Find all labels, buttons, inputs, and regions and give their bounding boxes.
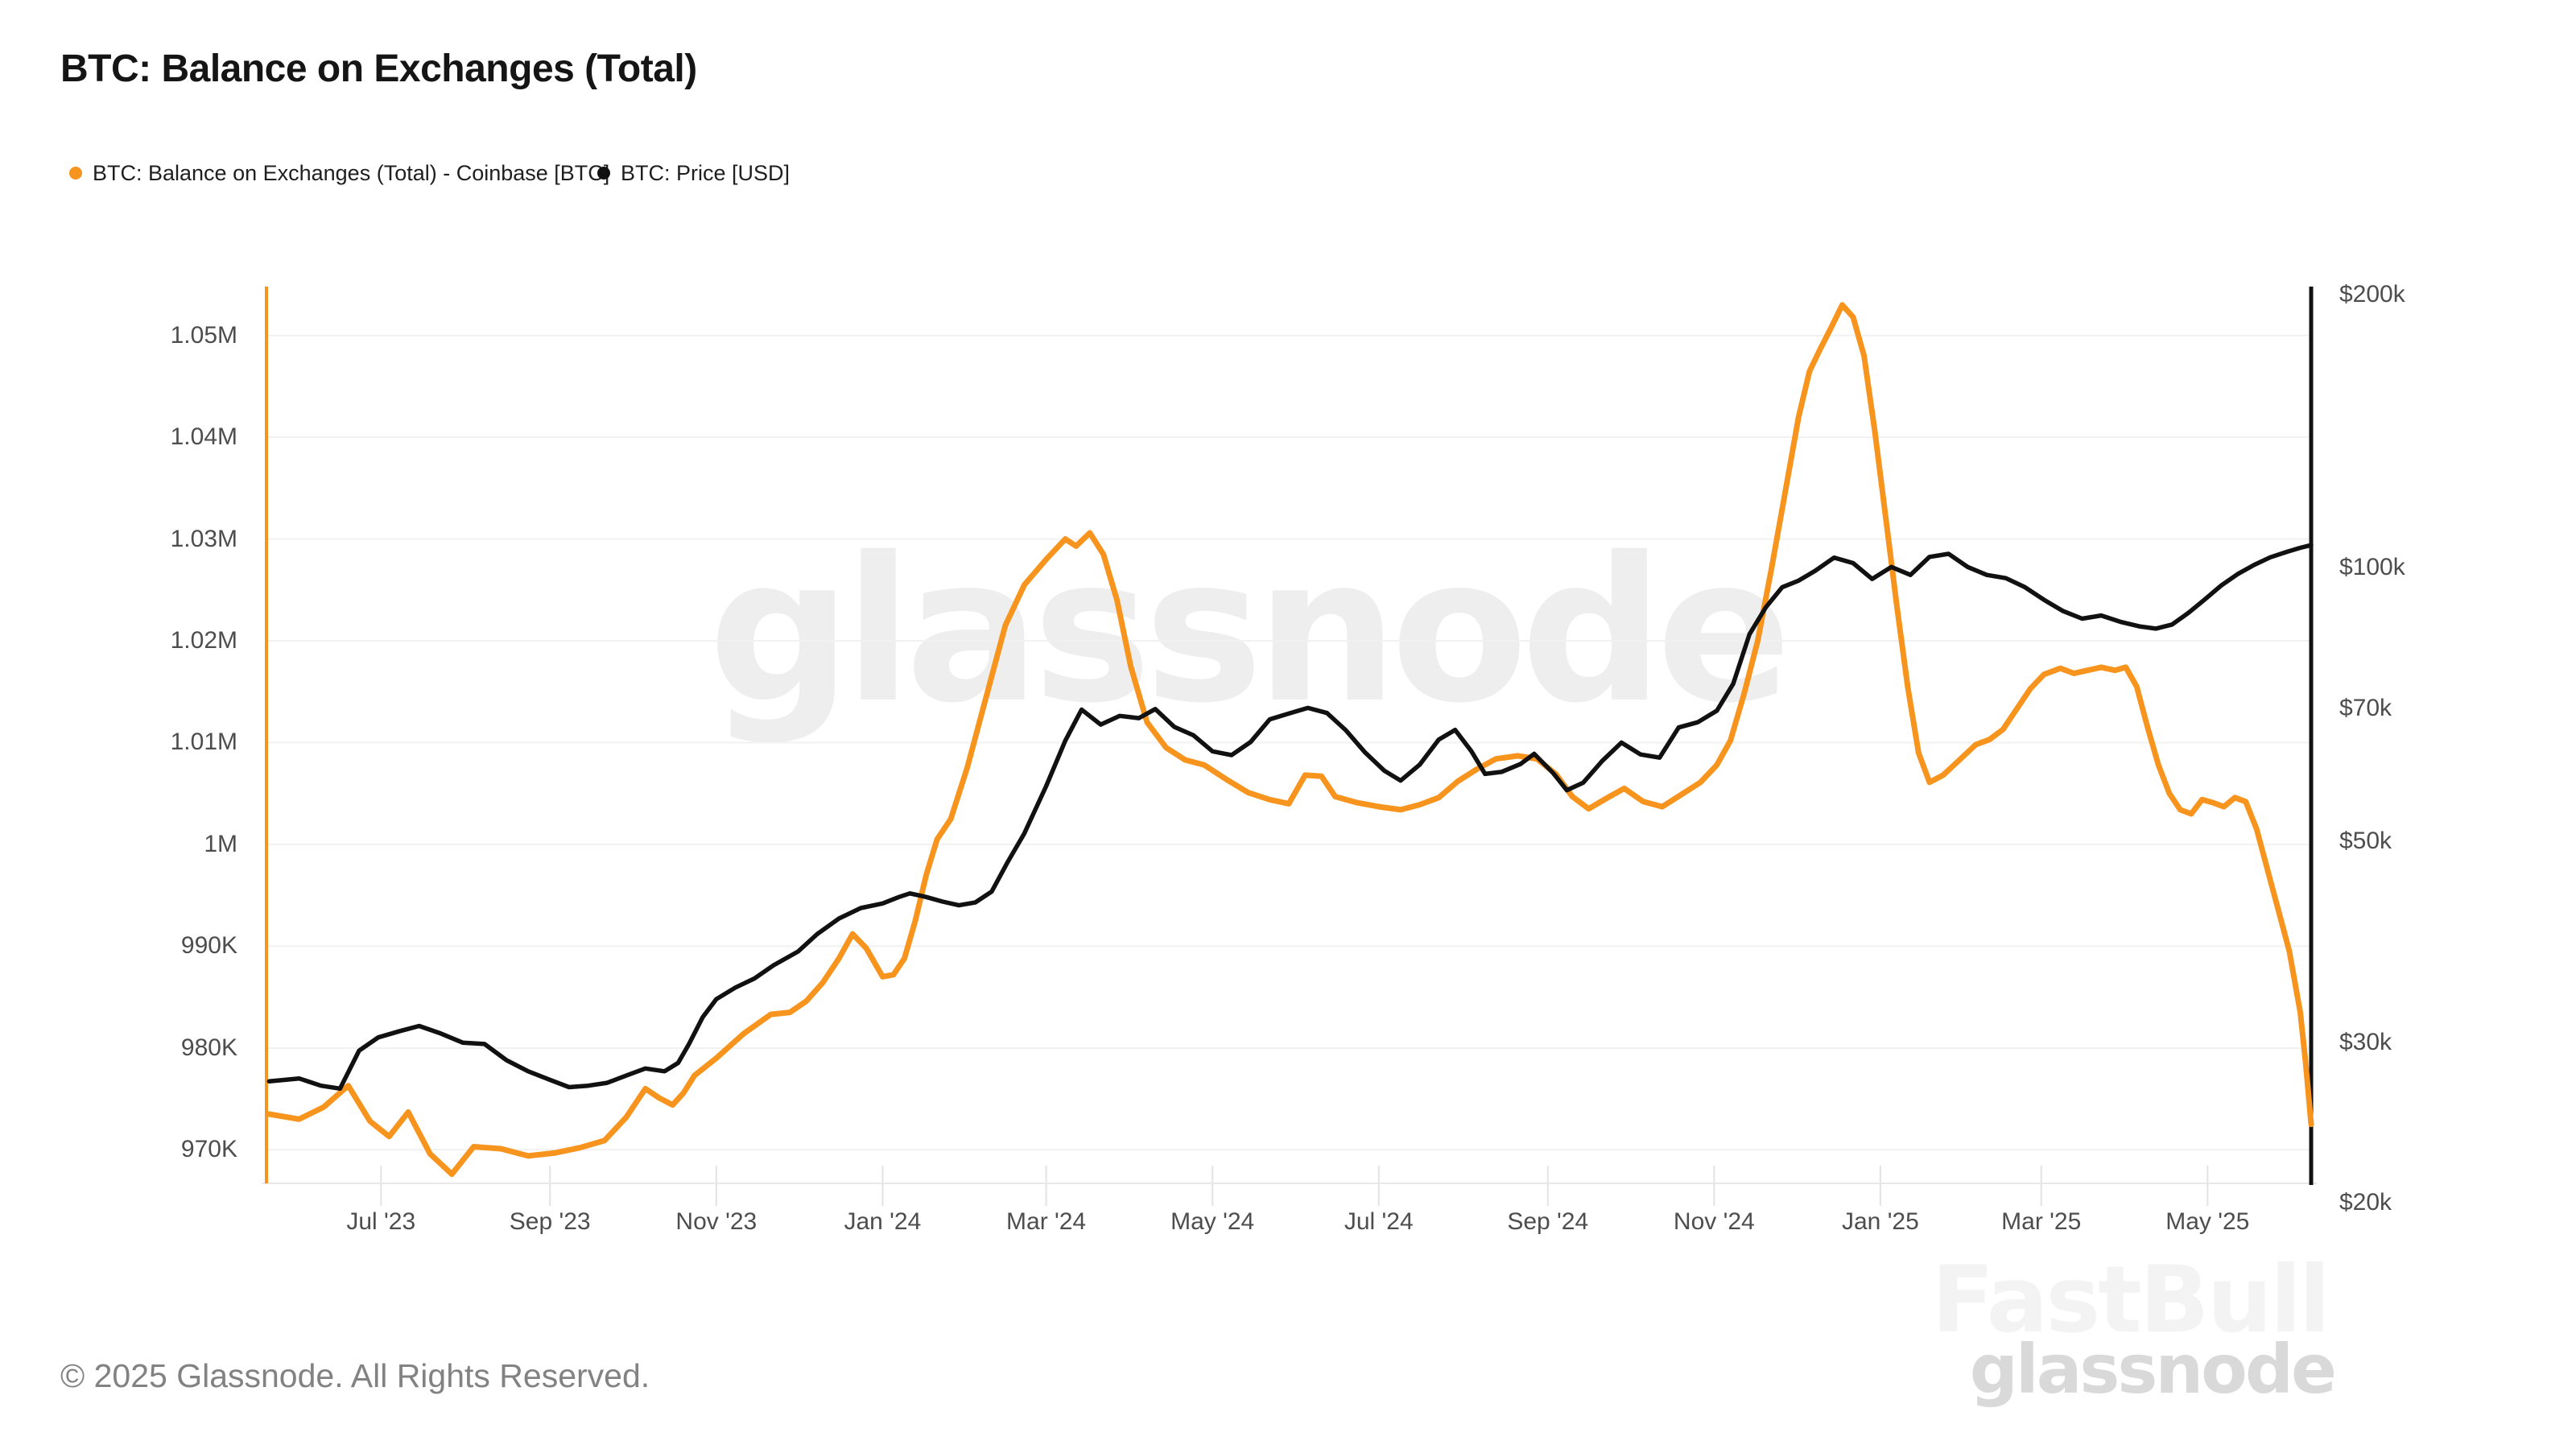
left-axis-tick-label: 990K <box>180 932 237 960</box>
right-axis-tick-label: $30k <box>2339 1029 2392 1056</box>
left-axis-tick-label: 1.04M <box>170 423 237 451</box>
x-axis-tick-label: Mar '25 <box>2001 1208 2082 1235</box>
x-axis-ticks <box>380 1166 2209 1206</box>
glassnode-bottom-watermark: glassnode <box>1969 1330 2337 1409</box>
right-axis-tick-label: $100k <box>2339 554 2405 581</box>
gridlines <box>266 334 2311 1151</box>
x-axis-tick-label: Jul '23 <box>346 1208 416 1235</box>
balance-series-line <box>266 302 2314 1178</box>
legend-marker-balance-icon <box>69 167 82 180</box>
right-axis-tick-label: $70k <box>2339 695 2392 722</box>
x-axis-tick-label: May '24 <box>1170 1208 1255 1235</box>
x-axis-tick-label: Jul '24 <box>1344 1208 1414 1235</box>
legend-item-balance[interactable]: BTC: Balance on Exchanges (Total) - Coin… <box>69 159 609 187</box>
x-axis-tick-label: Mar '24 <box>1006 1208 1087 1235</box>
left-axis-tick-label: 1.03M <box>170 525 237 552</box>
glassnode-center-watermark: glassnode <box>708 515 1792 747</box>
page-title: BTC: Balance on Exchanges (Total) <box>60 47 697 90</box>
legend-label-price: BTC: Price [USD] <box>621 160 791 185</box>
x-axis-tick-label: Sep '23 <box>509 1208 591 1235</box>
left-axis-tick-label: 1.01M <box>170 729 237 756</box>
x-axis-tick-label: Jan '24 <box>844 1208 922 1235</box>
legend-label-balance: BTC: Balance on Exchanges (Total) - Coin… <box>93 160 610 185</box>
right-axis-tick-label: $200k <box>2339 280 2405 308</box>
left-axis-tick-label: 1.02M <box>170 627 237 654</box>
x-axis-tick-label: Sep '24 <box>1507 1208 1589 1235</box>
left-axis-tick-label: 1.05M <box>170 321 237 349</box>
legend-marker-price-icon <box>597 167 610 180</box>
left-axis-tick-label: 980K <box>180 1034 237 1061</box>
right-axis-tick-label: $20k <box>2339 1188 2392 1216</box>
x-axis-tick-label: Jan '25 <box>1842 1208 1919 1235</box>
left-axis-tick-label: 1M <box>204 830 237 857</box>
copyright-text: © 2025 Glassnode. All Rights Reserved. <box>60 1357 650 1394</box>
x-axis-tick-label: Nov '23 <box>675 1208 758 1235</box>
right-axis-tick-label: $50k <box>2339 827 2392 854</box>
x-axis-tick-label: May '25 <box>2165 1208 2250 1235</box>
x-axis-tick-label: Nov '24 <box>1673 1208 1755 1235</box>
price-series-line <box>266 543 2314 1092</box>
fastbull-watermark: FastBull <box>1931 1246 2330 1353</box>
legend-item-price[interactable]: BTC: Price [USD] <box>597 159 790 187</box>
left-axis-tick-label: 970K <box>180 1136 237 1163</box>
